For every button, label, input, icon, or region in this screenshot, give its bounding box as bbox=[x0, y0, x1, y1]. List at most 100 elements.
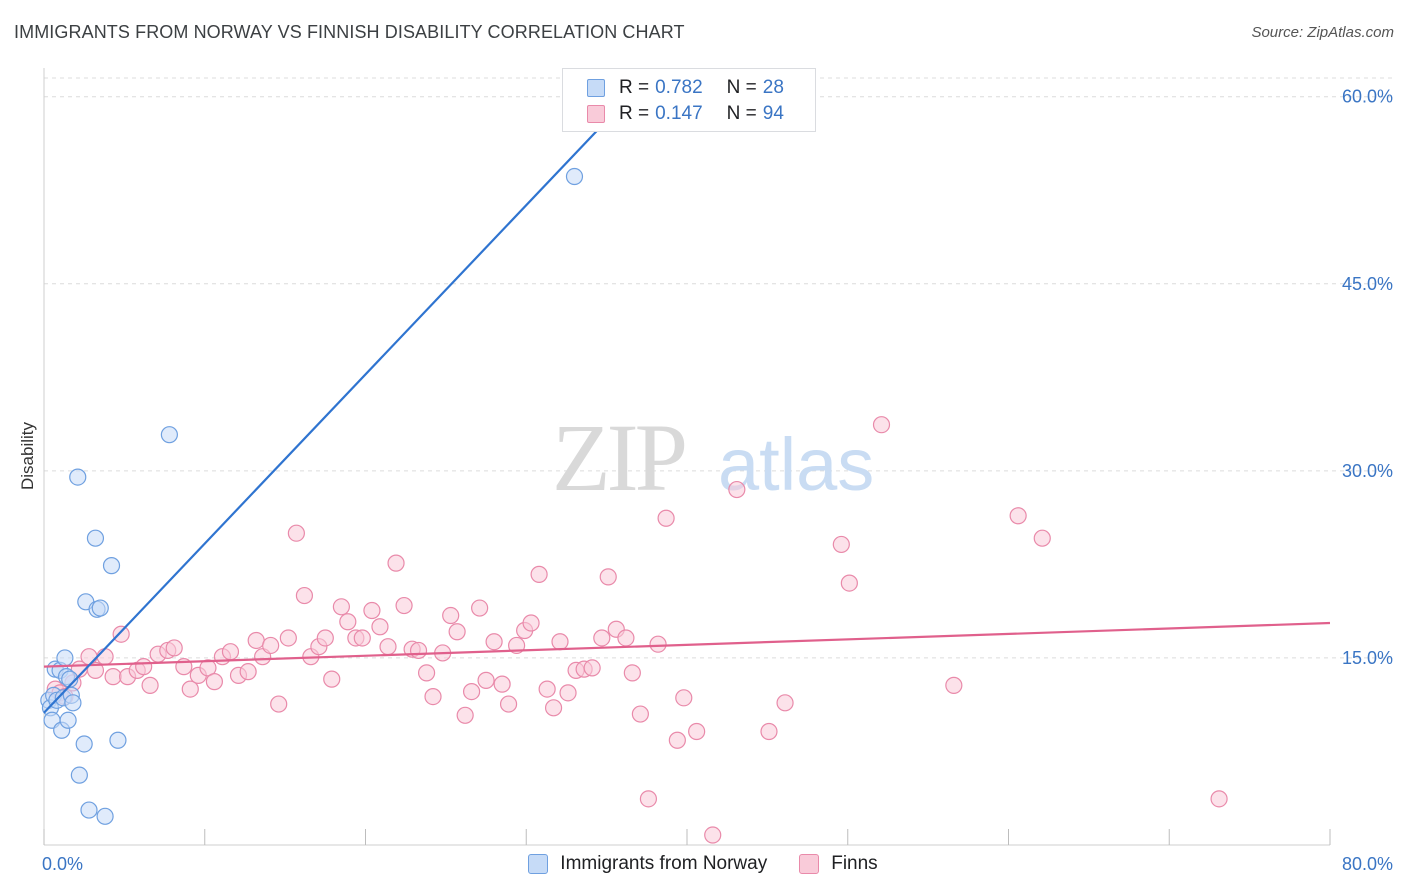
finns-point bbox=[657, 509, 675, 527]
norway-point bbox=[565, 167, 584, 186]
y-tick-label: 30.0% bbox=[1342, 461, 1393, 481]
finns-point bbox=[832, 535, 850, 554]
finns-point bbox=[112, 625, 130, 643]
finns-point bbox=[538, 680, 556, 698]
legend-item-finns[interactable]: Finns bbox=[799, 853, 878, 875]
legend-r-label: R = bbox=[619, 77, 650, 98]
finns-point bbox=[840, 574, 858, 592]
finns-point bbox=[379, 638, 397, 656]
finns-point bbox=[165, 639, 183, 657]
legend-n-value: 28 bbox=[762, 77, 784, 98]
finns-point bbox=[239, 663, 257, 681]
norway-point bbox=[96, 807, 114, 825]
norway-point bbox=[56, 649, 74, 667]
finns-point bbox=[760, 722, 778, 741]
finns-point bbox=[583, 659, 601, 677]
finns-point bbox=[86, 661, 105, 679]
finns-point bbox=[262, 636, 280, 655]
finns-point bbox=[485, 633, 503, 651]
finns-point bbox=[424, 687, 442, 706]
legend-swatch-blue bbox=[587, 79, 605, 97]
finns-point bbox=[104, 668, 122, 686]
finns-point bbox=[631, 705, 649, 723]
finns-point bbox=[493, 675, 511, 693]
finns-point bbox=[945, 676, 963, 694]
watermark-zip: ZIP bbox=[552, 404, 685, 511]
finns-point bbox=[395, 596, 413, 615]
legend-row-norway: R = 0.782 N = 28 bbox=[587, 76, 784, 100]
legend-item-norway[interactable]: Immigrants from Norway bbox=[528, 853, 767, 875]
legend-r-value: 0.782 bbox=[655, 77, 703, 98]
finns-point bbox=[649, 635, 667, 653]
trend-lines bbox=[43, 85, 1331, 714]
finns-point bbox=[688, 722, 706, 741]
y-tick-label: 60.0% bbox=[1342, 87, 1393, 107]
finns-point bbox=[593, 629, 611, 647]
finns-point bbox=[323, 670, 341, 688]
finns-point bbox=[471, 599, 489, 617]
legend-label-norway: Immigrants from Norway bbox=[560, 853, 768, 874]
finns-point bbox=[409, 641, 428, 660]
norway-point bbox=[91, 599, 109, 617]
norway-point bbox=[86, 529, 105, 547]
norway-point bbox=[80, 801, 98, 819]
finns-point bbox=[221, 643, 240, 661]
x-tick-label: 0.0% bbox=[42, 854, 83, 874]
finns-point bbox=[287, 524, 305, 542]
chart-source: Source: ZipAtlas.com bbox=[1251, 24, 1394, 41]
finns-point bbox=[205, 673, 223, 691]
finns-point bbox=[316, 629, 334, 647]
legend-n-label: N = bbox=[726, 103, 757, 124]
norway-point bbox=[75, 735, 93, 753]
y-tick-label: 45.0% bbox=[1342, 274, 1393, 294]
y-tick-label: 15.0% bbox=[1342, 648, 1393, 668]
finns-point bbox=[704, 826, 722, 844]
chart-title: IMMIGRANTS FROM NORWAY VS FINNISH DISABI… bbox=[14, 22, 685, 42]
finns-point bbox=[332, 598, 350, 616]
finns-point bbox=[339, 613, 357, 631]
finns-trend-line bbox=[43, 621, 1331, 668]
finns-point bbox=[1009, 507, 1027, 525]
finns-point bbox=[551, 633, 569, 651]
finns-point bbox=[530, 565, 548, 583]
legend-swatch-norway bbox=[528, 854, 549, 874]
series-legend: Immigrants from Norway Finns bbox=[0, 850, 1406, 878]
legend-r-value: 0.147 bbox=[655, 103, 703, 124]
finns-point bbox=[448, 623, 466, 641]
finns-point bbox=[247, 631, 265, 650]
legend-swatch-finns bbox=[799, 854, 820, 874]
finns-point bbox=[522, 614, 540, 632]
correlation-legend: R = 0.782 N = 28 R = 0.147 N = 94 bbox=[562, 68, 816, 132]
norway-points bbox=[40, 167, 584, 825]
finns-point bbox=[675, 689, 693, 707]
finns-point bbox=[872, 416, 891, 434]
y-axis-label: Disability bbox=[18, 421, 37, 490]
finns-point bbox=[617, 629, 635, 647]
finns-point bbox=[199, 659, 217, 677]
legend-row-finns: R = 0.147 N = 94 bbox=[587, 102, 784, 126]
norway-point bbox=[64, 694, 82, 712]
finns-point bbox=[279, 629, 297, 647]
norway-point bbox=[102, 557, 121, 575]
axes bbox=[43, 68, 1331, 846]
finns-point bbox=[353, 629, 371, 647]
finns-point bbox=[141, 676, 159, 694]
finns-point bbox=[181, 680, 199, 698]
norway-point bbox=[70, 766, 88, 784]
finns-point bbox=[728, 480, 746, 499]
norway-trend-line bbox=[43, 85, 640, 714]
finns-point bbox=[559, 684, 577, 702]
finns-point bbox=[477, 671, 495, 689]
legend-n-label: N = bbox=[726, 77, 757, 98]
legend-n-value: 94 bbox=[762, 103, 784, 124]
finns-point bbox=[363, 601, 381, 620]
norway-point bbox=[59, 711, 77, 729]
finns-point bbox=[442, 606, 460, 625]
finns-points bbox=[46, 416, 1228, 844]
finns-point bbox=[417, 664, 436, 682]
finns-point bbox=[135, 658, 153, 676]
norway-point bbox=[69, 468, 87, 486]
finns-point bbox=[668, 731, 686, 749]
legend-swatch-pink bbox=[587, 105, 605, 123]
